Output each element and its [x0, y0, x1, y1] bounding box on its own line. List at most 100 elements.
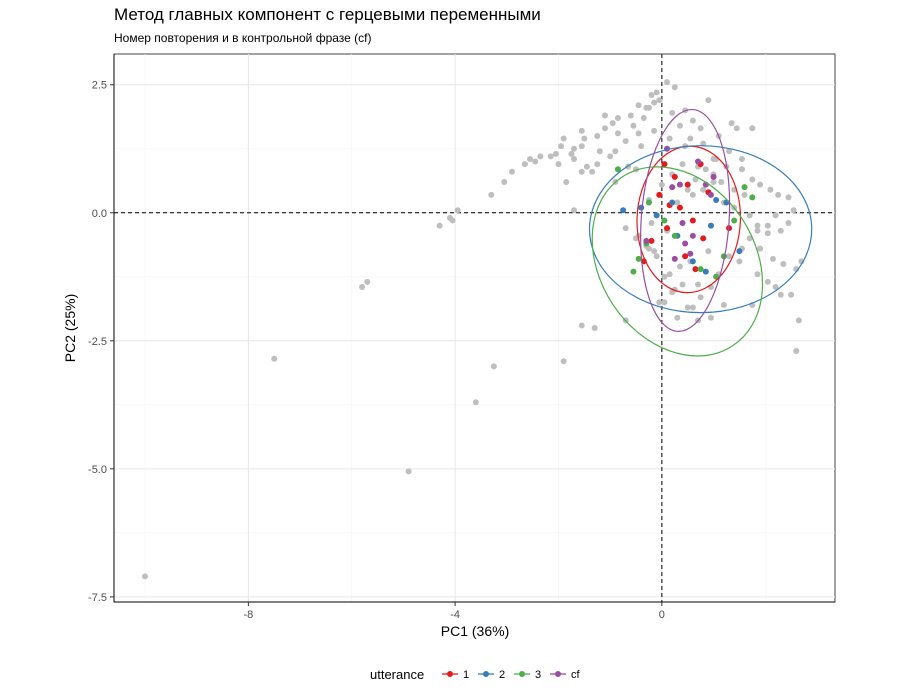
background-point: [764, 278, 771, 285]
legend-key-point-2: [483, 671, 489, 677]
background-point: [674, 199, 681, 206]
series-2-point: [669, 199, 676, 206]
y-tick-label: 0.0: [92, 208, 107, 220]
background-point: [780, 260, 787, 267]
series-3-point: [741, 184, 748, 191]
background-point: [142, 573, 149, 580]
series-3-point: [661, 217, 668, 224]
series-cf-point: [689, 232, 696, 239]
background-point: [602, 125, 609, 132]
background-point: [772, 284, 779, 291]
background-point: [589, 168, 596, 175]
background-point: [560, 358, 567, 365]
background-point: [651, 127, 658, 134]
series-2-point: [736, 248, 743, 255]
background-point: [508, 168, 515, 175]
plot-panel: [113, 53, 836, 603]
background-point: [578, 143, 585, 150]
background-point: [581, 135, 588, 142]
background-point: [746, 212, 753, 219]
background-point: [651, 99, 658, 106]
series-1-point: [684, 181, 691, 188]
background-point: [563, 179, 570, 186]
background-point: [788, 291, 795, 298]
background-point: [718, 179, 725, 186]
series-2-point: [723, 199, 730, 206]
series-1-point: [676, 204, 683, 211]
background-point: [728, 120, 735, 127]
background-point: [627, 112, 634, 119]
background-point: [689, 117, 696, 124]
chart-subtitle: Номер повторения и в контрольной фразе (…: [114, 31, 372, 45]
series-cf-point: [643, 237, 650, 244]
background-point: [769, 255, 776, 262]
series-cf-point: [707, 191, 714, 198]
background-point: [578, 168, 585, 175]
series-3-point: [630, 268, 637, 275]
background-point: [764, 230, 771, 237]
series-cf-point: [669, 184, 676, 191]
background-point: [754, 271, 761, 278]
background-point: [785, 220, 792, 227]
series-cf-point: [687, 250, 694, 257]
background-point: [726, 148, 733, 155]
series-cf-point: [682, 240, 689, 247]
background-point: [552, 150, 559, 157]
background-point: [720, 301, 727, 308]
background-point: [702, 166, 709, 173]
background-point: [746, 235, 753, 242]
background-point: [651, 248, 658, 255]
legend-key-point-1: [447, 671, 453, 677]
series-2-point: [653, 212, 660, 219]
background-point: [777, 227, 784, 234]
background-point: [664, 79, 671, 86]
background-point: [364, 278, 371, 285]
series-cf-point: [671, 255, 678, 262]
series-1-point: [648, 237, 655, 244]
background-point: [710, 179, 717, 186]
background-point: [775, 191, 782, 198]
background-point: [656, 299, 663, 306]
background-point: [490, 363, 497, 370]
background-point: [661, 273, 668, 280]
background-point: [612, 148, 619, 155]
series-cf-point: [676, 181, 683, 188]
background-point: [607, 153, 614, 160]
background-point: [707, 314, 714, 321]
y-tick-label: -5.0: [88, 464, 107, 476]
series-2-point: [689, 258, 696, 265]
background-point: [749, 125, 756, 132]
legend-label-3: 3: [535, 669, 541, 681]
background-point: [630, 122, 637, 129]
series-3-point: [671, 232, 678, 239]
background-point: [764, 222, 771, 229]
series-3-point: [731, 217, 738, 224]
series-points: [614, 145, 756, 280]
background-point: [777, 291, 784, 298]
series-2-point: [713, 196, 720, 203]
background-point: [692, 176, 699, 183]
series-cf-point: [679, 220, 686, 227]
background-point: [602, 112, 609, 119]
ellipse-2: [588, 145, 813, 314]
confidence-ellipses: [588, 108, 813, 357]
background-point: [733, 125, 740, 132]
background-point: [614, 130, 621, 137]
background-point: [710, 155, 717, 162]
background-points: [142, 79, 805, 580]
background-point: [560, 135, 567, 142]
background-point: [697, 125, 704, 132]
background-point: [653, 253, 660, 260]
background-point: [643, 104, 650, 111]
legend-title: utterance: [370, 667, 424, 682]
background-point: [679, 161, 686, 168]
background-point: [568, 150, 575, 157]
x-axis-label: PC1 (36%): [441, 623, 509, 639]
background-point: [785, 194, 792, 201]
background-point: [635, 130, 642, 137]
background-point: [622, 138, 629, 145]
background-point: [661, 299, 668, 306]
legend-key-point-cf: [555, 671, 561, 677]
legend-label-1: 1: [463, 669, 469, 681]
background-point: [754, 227, 761, 234]
